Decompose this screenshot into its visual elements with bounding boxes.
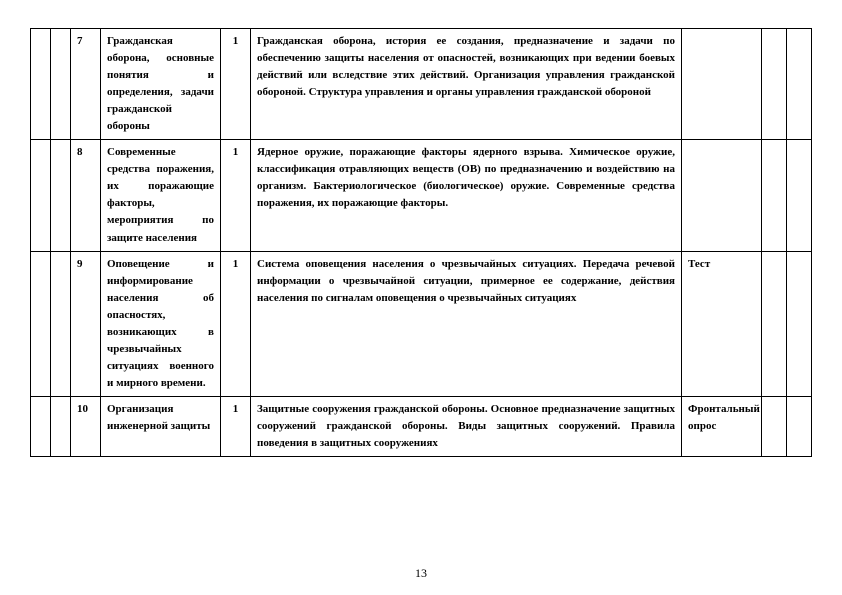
cell-empty bbox=[787, 140, 812, 251]
cell-empty bbox=[31, 29, 51, 140]
cell-number: 7 bbox=[71, 29, 101, 140]
cell-empty bbox=[31, 396, 51, 456]
cell-topic: Современные средства поражения, их пораж… bbox=[101, 140, 221, 251]
page-number: 13 bbox=[0, 566, 842, 581]
page: 7 Гражданская оборона, основные понятия … bbox=[0, 0, 842, 595]
cell-number: 9 bbox=[71, 251, 101, 396]
cell-topic: Оповещение и информирование населения об… bbox=[101, 251, 221, 396]
cell-number: 8 bbox=[71, 140, 101, 251]
cell-topic: Организация инженерной защиты bbox=[101, 396, 221, 456]
cell-content: Система оповещения населения о чрезвычай… bbox=[251, 251, 682, 396]
cell-empty bbox=[787, 29, 812, 140]
cell-content: Защитные сооружения гражданской обороны.… bbox=[251, 396, 682, 456]
cell-topic: Гражданская оборона, основные понятия и … bbox=[101, 29, 221, 140]
curriculum-table: 7 Гражданская оборона, основные понятия … bbox=[30, 28, 812, 457]
table-row: 9 Оповещение и информирование населения … bbox=[31, 251, 812, 396]
cell-empty bbox=[51, 140, 71, 251]
cell-empty bbox=[51, 396, 71, 456]
cell-hours: 1 bbox=[221, 251, 251, 396]
cell-empty bbox=[51, 251, 71, 396]
cell-empty bbox=[762, 396, 787, 456]
table-row: 7 Гражданская оборона, основные понятия … bbox=[31, 29, 812, 140]
cell-hours: 1 bbox=[221, 29, 251, 140]
cell-empty bbox=[762, 29, 787, 140]
cell-control: Тест bbox=[682, 251, 762, 396]
cell-empty bbox=[762, 251, 787, 396]
cell-hours: 1 bbox=[221, 140, 251, 251]
cell-hours: 1 bbox=[221, 396, 251, 456]
cell-empty bbox=[787, 251, 812, 396]
cell-empty bbox=[51, 29, 71, 140]
cell-empty bbox=[31, 140, 51, 251]
cell-content: Ядерное оружие, поражающие факторы ядерн… bbox=[251, 140, 682, 251]
cell-control bbox=[682, 140, 762, 251]
cell-number: 10 bbox=[71, 396, 101, 456]
cell-empty bbox=[762, 140, 787, 251]
cell-content: Гражданская оборона, история ее создания… bbox=[251, 29, 682, 140]
cell-control bbox=[682, 29, 762, 140]
table-row: 10 Организация инженерной защиты 1 Защит… bbox=[31, 396, 812, 456]
cell-control: Фронтальный опрос bbox=[682, 396, 762, 456]
cell-empty bbox=[787, 396, 812, 456]
table-row: 8 Современные средства поражения, их пор… bbox=[31, 140, 812, 251]
cell-empty bbox=[31, 251, 51, 396]
